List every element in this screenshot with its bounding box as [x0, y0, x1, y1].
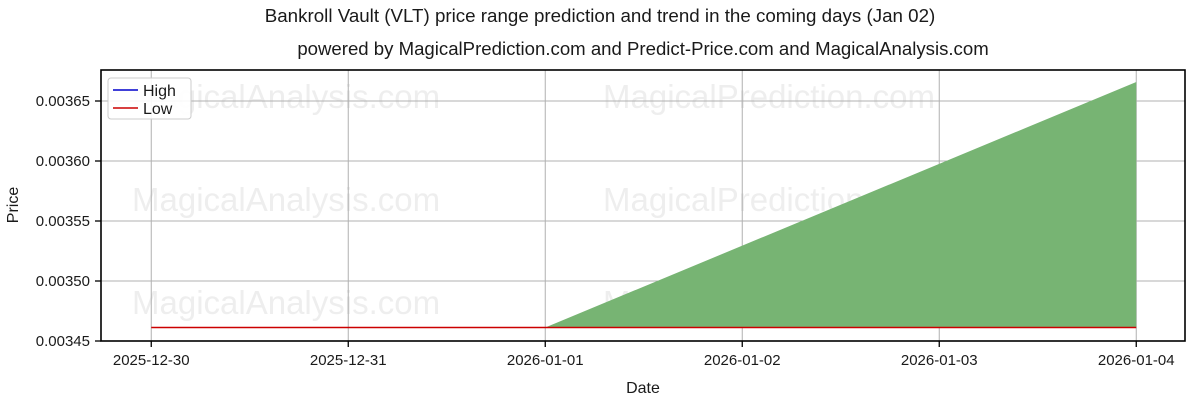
svg-text:MagicalAnalysis.com: MagicalAnalysis.com	[132, 181, 440, 218]
svg-text:Date: Date	[626, 380, 660, 397]
svg-text:Low: Low	[143, 101, 173, 118]
svg-text:2026-01-04: 2026-01-04	[1098, 352, 1175, 369]
svg-text:2026-01-03: 2026-01-03	[901, 352, 978, 369]
svg-text:MagicalAnalysis.com: MagicalAnalysis.com	[132, 284, 440, 321]
svg-text:MagicalPrediction.com: MagicalPrediction.com	[603, 78, 935, 115]
svg-text:Bankroll Vault (VLT) price ran: Bankroll Vault (VLT) price range predict…	[265, 5, 936, 26]
svg-text:0.00360: 0.00360	[36, 153, 90, 170]
svg-text:High: High	[143, 83, 176, 100]
svg-text:powered by MagicalPrediction.c: powered by MagicalPrediction.com and Pre…	[297, 38, 988, 59]
svg-text:0.00350: 0.00350	[36, 273, 90, 290]
svg-text:2025-12-30: 2025-12-30	[113, 352, 190, 369]
svg-text:2026-01-02: 2026-01-02	[704, 352, 781, 369]
svg-text:2026-01-01: 2026-01-01	[507, 352, 584, 369]
svg-text:0.00355: 0.00355	[36, 213, 90, 230]
svg-text:Price: Price	[5, 187, 22, 224]
svg-text:2025-12-31: 2025-12-31	[310, 352, 387, 369]
svg-text:0.00365: 0.00365	[36, 93, 90, 110]
svg-text:0.00345: 0.00345	[36, 333, 90, 350]
